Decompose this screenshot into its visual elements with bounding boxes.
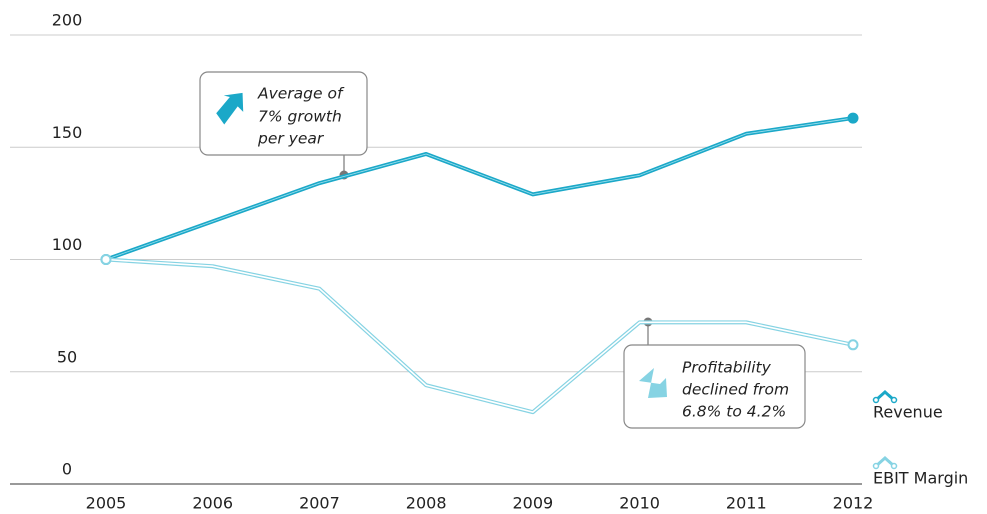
y-tick-label: 150 bbox=[52, 123, 83, 142]
end-marker bbox=[100, 254, 112, 265]
x-tick-label: 2008 bbox=[406, 494, 447, 513]
y-tick-label: 0 bbox=[62, 460, 72, 479]
end-marker bbox=[847, 339, 859, 351]
annotation-line: declined from bbox=[682, 381, 789, 399]
x-tick-label: 2005 bbox=[86, 494, 127, 513]
callout-box bbox=[199, 71, 368, 156]
legend-label: EBIT Margin bbox=[873, 469, 968, 488]
annotation-line: Profitability bbox=[682, 359, 772, 377]
annotation-line: 7% growth bbox=[258, 108, 342, 126]
legend-icon bbox=[875, 455, 895, 468]
annotation-line: per year bbox=[257, 130, 325, 148]
callout-2: Profitability declined from 6.8% to 4.2% bbox=[623, 317, 806, 429]
x-tick-label: 2006 bbox=[192, 494, 233, 513]
legend-icon-dot bbox=[872, 396, 880, 404]
x-tick-label: 2009 bbox=[512, 494, 553, 513]
legend-label: Revenue bbox=[873, 403, 943, 422]
callout-box bbox=[623, 344, 806, 429]
y-tick-label: 100 bbox=[52, 235, 83, 254]
legend-icon-dot bbox=[872, 462, 880, 470]
x-tick-label: 2012 bbox=[833, 494, 874, 513]
arrow-down-icon bbox=[639, 368, 667, 398]
x-tick-label: 2007 bbox=[299, 494, 340, 513]
y-tick-label: 200 bbox=[52, 11, 83, 30]
annotation-line: Average of bbox=[257, 85, 345, 103]
legend-icon-dot bbox=[890, 462, 898, 470]
arrow-up-icon bbox=[216, 92, 244, 125]
end-marker bbox=[847, 112, 859, 124]
x-tick-label: 2011 bbox=[726, 494, 767, 513]
legend-icon-dot bbox=[890, 396, 898, 404]
annotation-line: 6.8% to 4.2% bbox=[682, 403, 786, 421]
series-line-core bbox=[105, 258, 854, 413]
series-line-core bbox=[105, 117, 854, 260]
x-tick-label: 2010 bbox=[619, 494, 660, 513]
callout-1: Average of 7% growth per year bbox=[199, 71, 368, 180]
legend-icon bbox=[875, 389, 895, 402]
y-tick-label: 50 bbox=[57, 347, 77, 366]
